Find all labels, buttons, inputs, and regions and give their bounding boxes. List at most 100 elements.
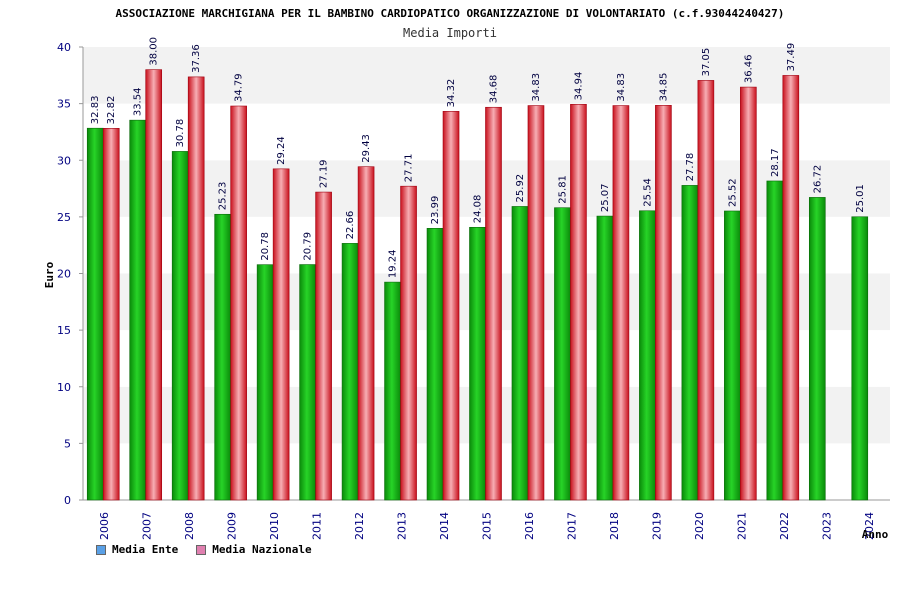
y-tick-label: 10 (57, 381, 71, 394)
bar-media-ente (299, 264, 316, 501)
legend: Media Ente Media Nazionale (96, 543, 312, 556)
value-label-nazionale: 34.68 (489, 75, 500, 104)
y-tick-label: 35 (57, 98, 71, 111)
legend-swatch-nazionale (196, 544, 207, 555)
bars (86, 69, 869, 501)
y-tick-label: 0 (64, 494, 71, 507)
value-label-nazionale: 38.00 (149, 37, 160, 66)
y-axis-label: Euro (43, 261, 56, 288)
value-label-ente: 30.78 (175, 119, 186, 148)
bar-media-nazionale (527, 105, 545, 501)
bar-media-ente (426, 228, 444, 501)
x-tick-label: 2017 (565, 512, 578, 540)
x-tick-label: 2023 (820, 512, 833, 540)
bar-media-nazionale (570, 104, 587, 501)
bar-media-ente (766, 180, 784, 501)
chart-subtitle: Media Importi (403, 26, 497, 40)
bar-media-nazionale (230, 105, 247, 501)
value-label-ente: 26.72 (812, 165, 823, 194)
value-label-ente: 25.54 (642, 178, 653, 207)
y-axis-ticks: 0 5 10 15 20 25 30 35 40 (57, 41, 83, 507)
bar-media-ente (256, 264, 274, 501)
value-label-nazionale: 34.79 (234, 73, 245, 102)
value-label-ente: 25.52 (727, 178, 738, 207)
bar-media-nazionale (357, 166, 375, 501)
legend-swatch-ente (96, 544, 106, 555)
value-label-nazionale: 34.85 (658, 73, 669, 102)
bar-media-ente (808, 197, 826, 501)
bar-media-ente (214, 213, 231, 501)
y-tick-label: 5 (64, 437, 71, 450)
bar-media-ente (554, 207, 571, 501)
x-tick-label: 2015 (481, 512, 494, 540)
bar-media-nazionale (740, 86, 757, 501)
value-label-ente: 32.83 (90, 96, 101, 125)
x-axis-ticks: 2006 2007 2008 2009 2010 2011 2012 2013 2014 2015… (98, 512, 876, 540)
bar-media-ente (341, 243, 359, 501)
value-label-ente: 20.79 (303, 232, 314, 261)
bar-media-nazionale (782, 75, 800, 501)
value-label-ente: 25.01 (855, 184, 866, 213)
bar-media-nazionale (697, 80, 715, 501)
value-label-ente: 25.07 (600, 183, 611, 212)
value-label-ente: 27.78 (685, 153, 696, 182)
value-label-ente: 28.17 (770, 148, 781, 177)
value-label-nazionale: 34.83 (616, 73, 627, 102)
x-tick-label: 2010 (268, 512, 281, 540)
value-label-ente: 20.78 (260, 232, 271, 261)
value-label-ente: 24.08 (473, 195, 484, 224)
y-tick-label: 20 (57, 268, 71, 281)
x-tick-label: 2013 (396, 512, 409, 540)
bar-media-nazionale (145, 69, 163, 501)
value-label-nazionale: 29.24 (276, 136, 287, 165)
value-label-ente: 25.81 (557, 175, 568, 204)
value-label-nazionale: 32.82 (106, 96, 117, 125)
value-label-nazionale: 29.43 (361, 134, 372, 163)
bar-media-ente (384, 281, 401, 501)
bar-media-nazionale (612, 105, 630, 501)
legend-label-nazionale: Media Nazionale (212, 543, 312, 556)
value-label-ente: 22.66 (345, 211, 356, 240)
legend-label-ente: Media Ente (112, 543, 179, 556)
x-tick-label: 2020 (693, 512, 706, 540)
value-label-ente: 33.54 (133, 88, 144, 117)
x-tick-label: 2016 (523, 512, 536, 540)
bar-media-ente (681, 185, 699, 501)
value-label-nazionale: 34.32 (446, 79, 457, 108)
bar-media-ente (469, 226, 486, 501)
x-tick-label: 2014 (438, 512, 451, 540)
x-tick-label: 2011 (311, 512, 324, 540)
x-tick-label: 2018 (608, 512, 621, 540)
bar-media-ente (639, 210, 656, 501)
bar-media-nazionale (187, 76, 205, 501)
bar-media-ente (171, 151, 189, 501)
y-tick-label: 30 (57, 154, 71, 167)
value-label-nazionale: 27.19 (319, 159, 330, 188)
bar-media-ente (596, 215, 614, 501)
bar-media-nazionale (102, 128, 120, 501)
chart-title: ASSOCIAZIONE MARCHIGIANA PER IL BAMBINO … (116, 7, 785, 20)
y-tick-label: 15 (57, 324, 71, 337)
bar-media-nazionale (315, 191, 332, 501)
value-label-ente: 19.24 (388, 249, 399, 278)
value-label-nazionale: 37.36 (191, 44, 202, 73)
value-label-nazionale: 34.94 (573, 72, 584, 101)
legend-item-ente: Media Ente (96, 543, 178, 556)
value-labels: 32.83 32.82 33.54 38.00 30.78 37.36 25.23 34.79… (90, 37, 866, 278)
bar-media-nazionale (272, 168, 290, 501)
bar-media-ente (724, 210, 741, 501)
bar-media-ente (86, 127, 104, 501)
bar-media-nazionale (485, 106, 502, 501)
bar-media-ente (511, 206, 529, 501)
x-tick-label: 2006 (98, 512, 111, 540)
y-tick-label: 25 (57, 211, 71, 224)
x-tick-label: 2022 (778, 512, 791, 540)
legend-item-nazionale: Media Nazionale (196, 543, 312, 556)
value-label-ente: 23.99 (430, 196, 441, 225)
x-tick-label: 2024 (863, 512, 876, 540)
bar-media-nazionale (400, 185, 417, 501)
value-label-ente: 25.23 (218, 182, 229, 211)
x-tick-label: 2008 (183, 512, 196, 540)
x-tick-label: 2021 (735, 512, 748, 540)
